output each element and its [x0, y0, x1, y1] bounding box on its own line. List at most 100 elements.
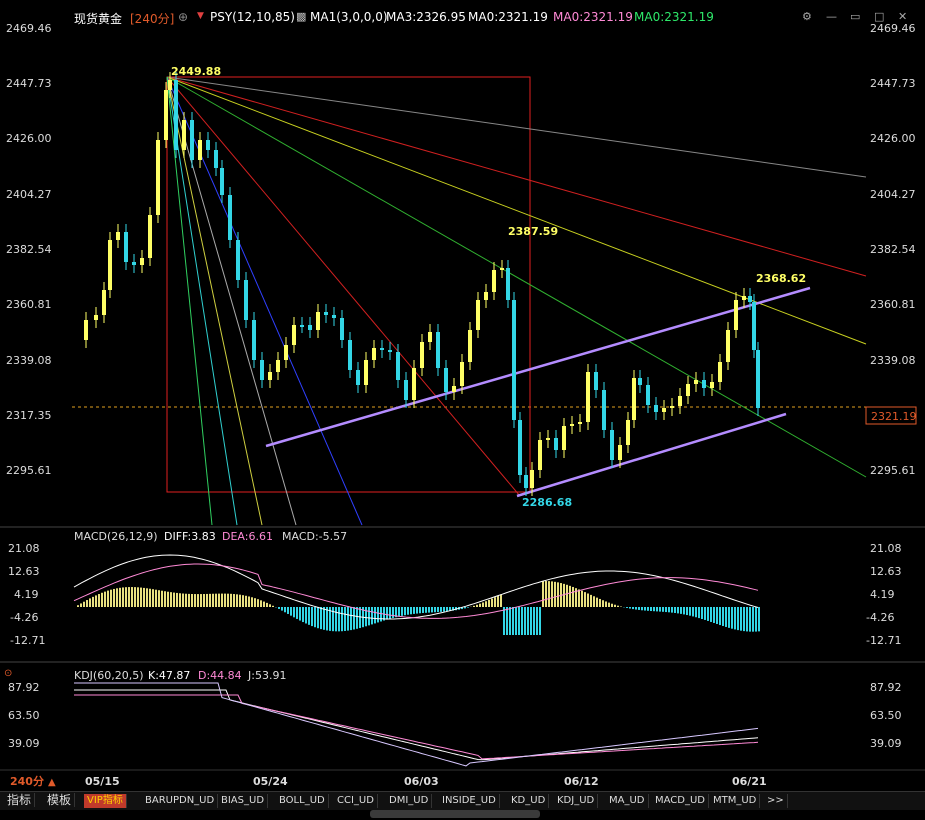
tab-dmi[interactable]: DMI_UD	[386, 794, 433, 808]
tab-more[interactable]: >>	[764, 794, 788, 808]
channel-upper-line[interactable]	[265, 286, 811, 448]
range-rectangle[interactable]	[166, 76, 531, 493]
candle-body	[236, 240, 240, 280]
macd-bar	[488, 599, 490, 607]
macd-bar	[365, 607, 367, 627]
candle-body	[554, 438, 558, 450]
macd-bar	[266, 602, 268, 607]
y-tick: 2426.00	[6, 132, 52, 145]
macd-bar	[227, 593, 229, 607]
tab-cci[interactable]: CCI_UD	[334, 794, 378, 808]
candle-body	[348, 340, 352, 370]
kdj-settings-icon[interactable]: ⊙	[4, 668, 12, 679]
macd-bar	[665, 607, 667, 613]
candle-body	[562, 426, 566, 450]
candle-body	[244, 280, 248, 320]
macd-bar	[608, 602, 610, 607]
macd-bar	[674, 607, 676, 613]
candle-body	[116, 232, 120, 240]
macd-bar	[647, 607, 649, 611]
kdj-tick-right: 39.09	[870, 737, 902, 750]
macd-bar	[104, 591, 106, 607]
macd-bar	[689, 607, 691, 616]
macd-bar	[110, 589, 112, 607]
tab-kd[interactable]: KD_UD	[508, 794, 550, 808]
tab-boll[interactable]: BOLL_UD	[276, 794, 329, 808]
macd-bar	[167, 591, 169, 607]
tab-kdj[interactable]: KDJ_UD	[554, 794, 599, 808]
macd-bar	[539, 607, 541, 635]
tab-inside[interactable]: INSIDE_UD	[439, 794, 500, 808]
kdj-title[interactable]: KDJ(60,20,5)	[74, 669, 144, 682]
ma0-label-c: MA0:2321.19	[634, 10, 714, 24]
macd-bar	[314, 607, 316, 628]
tab-bias[interactable]: BIAS_UD	[218, 794, 269, 808]
tab-templates[interactable]: 模板	[44, 793, 76, 807]
macd-bar	[695, 607, 697, 618]
candle-body	[530, 470, 534, 488]
tab-ma[interactable]: MA_UD	[606, 794, 649, 808]
candles-group	[84, 72, 760, 496]
minimize-icon[interactable]: —	[826, 10, 837, 23]
macd-title[interactable]: MACD(26,12,9)	[74, 530, 158, 543]
kdj-k: K:47.87	[148, 669, 190, 682]
macd-bar	[440, 607, 442, 612]
psy-label[interactable]: PSY(12,10,85)	[210, 10, 295, 24]
macd-bar	[305, 607, 307, 624]
macd-bar	[758, 607, 760, 632]
period-selector[interactable]: 240分	[10, 774, 44, 788]
macd-bar	[653, 607, 655, 612]
period-label[interactable]: [240分]	[130, 12, 175, 26]
restore-icon[interactable]: ▭	[850, 10, 861, 23]
macd-bar	[269, 604, 271, 607]
macd-tick-right: -12.71	[866, 634, 901, 647]
macd-dea-line	[73, 563, 759, 619]
settings-icon[interactable]: ⚙	[802, 10, 812, 23]
macd-bar	[506, 607, 508, 635]
macd-bar	[254, 598, 256, 607]
ma1-label[interactable]: MA1(3,0,0,0)	[310, 10, 388, 24]
macd-tick: -12.71	[10, 634, 45, 647]
candle-body	[506, 268, 510, 300]
macd-bar	[494, 597, 496, 607]
maximize-icon[interactable]: □	[874, 10, 885, 23]
candle-body	[168, 80, 172, 90]
macd-bar	[89, 598, 91, 607]
macd-bar	[311, 607, 313, 627]
macd-bar	[347, 607, 349, 631]
period-dropdown-icon[interactable]: ▲	[48, 777, 56, 788]
add-indicator-icon[interactable]: ⊕	[178, 10, 189, 24]
low-annotation-1: 2286.68	[522, 496, 572, 509]
macd-bar	[236, 594, 238, 607]
symbol-title[interactable]: 现货黄金	[74, 12, 123, 26]
macd-bar	[737, 607, 739, 631]
tab-mtm[interactable]: MTM_UD	[710, 794, 761, 808]
tab-vip-indicators[interactable]: VIP指标	[84, 794, 127, 808]
tab-macd[interactable]: MACD_UD	[652, 794, 709, 808]
kdj-tick-right: 87.92	[870, 681, 902, 694]
close-icon[interactable]: ✕	[898, 10, 908, 23]
tab-barupdn[interactable]: BARUPDN_UD	[142, 794, 219, 808]
macd-diff: DIFF:3.83	[164, 530, 216, 543]
macd-bar	[629, 607, 631, 609]
macd-bar	[569, 585, 571, 607]
macd-bar	[122, 587, 124, 607]
price-chart[interactable]: 2469.46 2447.73 2426.00 2404.27 2382.54 …	[0, 0, 925, 790]
date-tick: 06/21	[732, 775, 767, 788]
macd-bar	[662, 607, 664, 612]
candle-body	[182, 120, 186, 150]
candle-body	[164, 90, 168, 140]
horizontal-scrollbar[interactable]	[370, 810, 540, 818]
candle-body	[260, 360, 264, 380]
tab-indicators[interactable]: 指标	[4, 793, 36, 807]
macd-bar	[446, 607, 448, 612]
channel-lower-line[interactable]	[516, 412, 787, 498]
macd-bar	[113, 588, 115, 607]
macd-bar	[434, 607, 436, 613]
macd-bar	[182, 593, 184, 607]
macd-bar	[200, 594, 202, 607]
candle-body	[380, 348, 384, 350]
macd-bar	[380, 607, 382, 622]
candle-body	[632, 378, 636, 420]
macd-bar	[386, 607, 388, 620]
